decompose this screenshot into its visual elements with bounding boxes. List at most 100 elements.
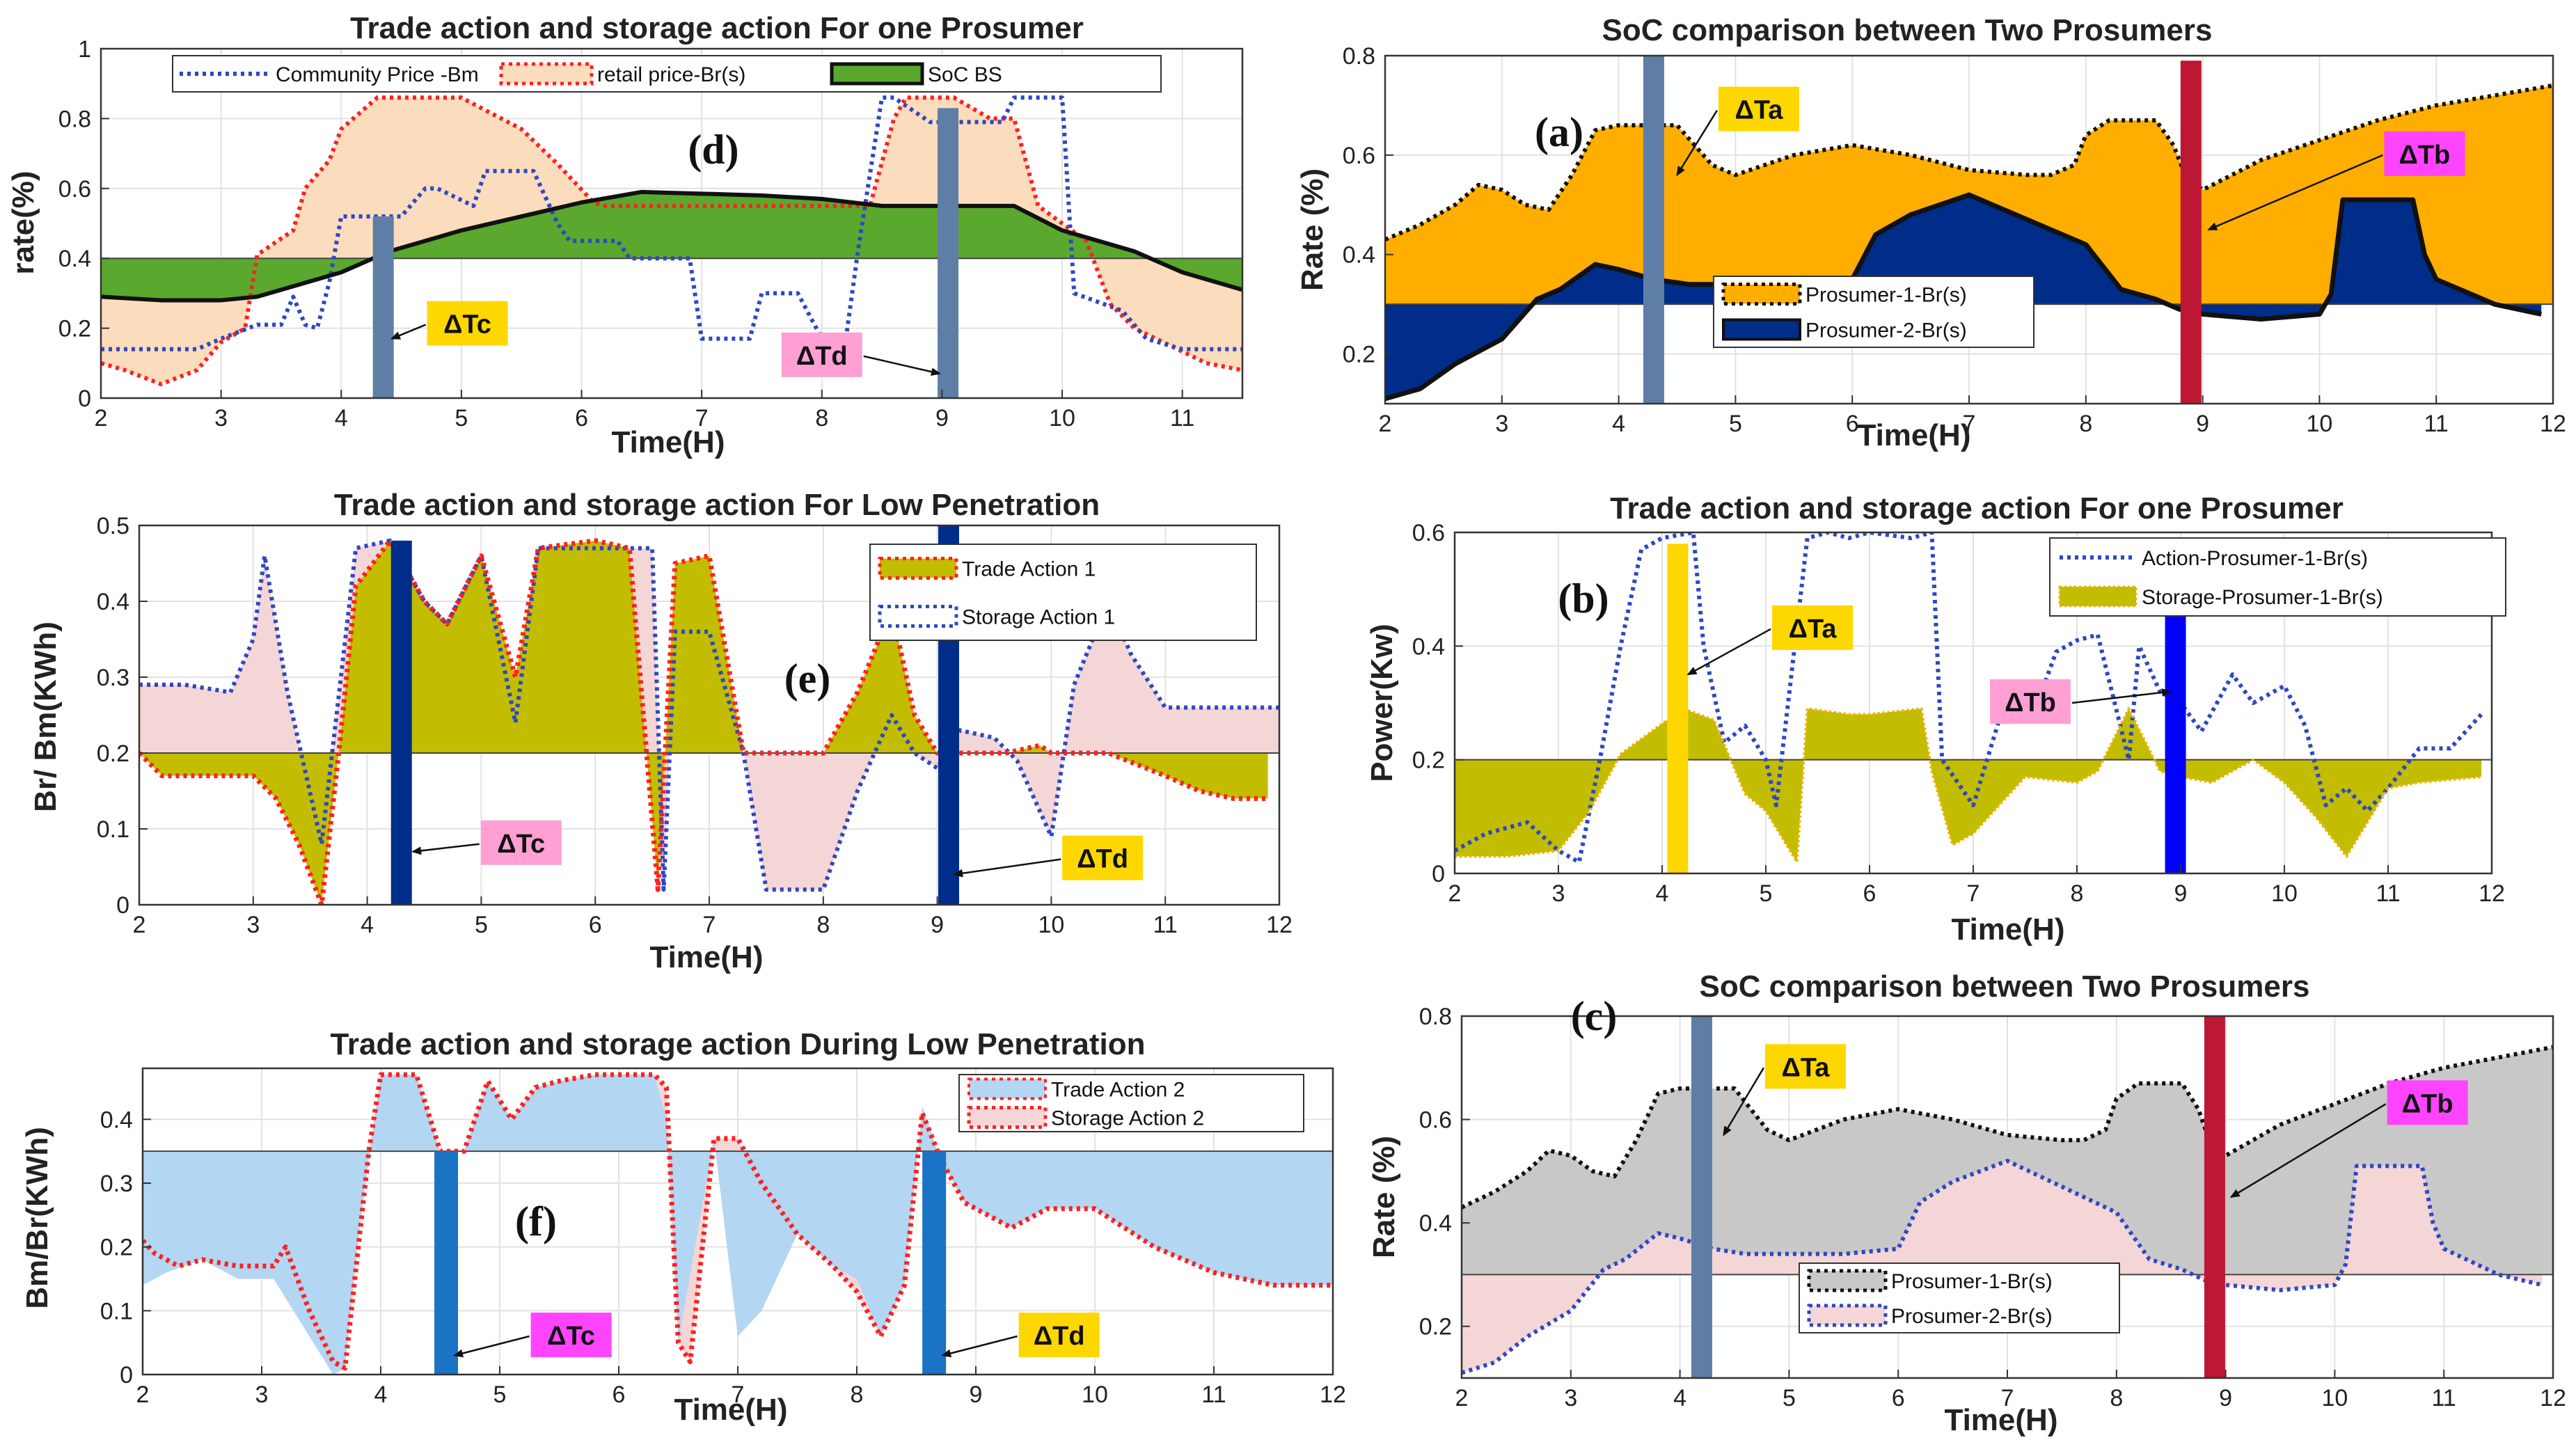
series-layer [139,538,1279,905]
annotation-label: ΔTa [1789,615,1838,644]
legend-swatch [499,62,594,86]
x-tick-label: 12 [1320,1381,1346,1408]
annotation-box [1718,86,1799,132]
legend-label: Prosumer-1-Br(s) [1891,1270,2053,1293]
line-soc-bs [101,189,1242,303]
x-tick-label: 2 [1448,880,1462,907]
y-axis-label: Bm/Br(KWh) [20,1127,54,1309]
marker-bar-2 [2180,61,2202,404]
chart-title: Trade action and storage action For one … [1610,491,2344,525]
annotation-arrow [1723,1067,1764,1137]
x-tick-label: 4 [361,912,374,938]
x-tick-label: 2 [136,1381,150,1408]
panel-label: (c) [1571,993,1618,1039]
line-retail-price-br-s- [101,95,1242,386]
legend-label: Trade Action 2 [1051,1079,1185,1102]
x-tick-label: 3 [1495,411,1508,437]
area-trade-action-2 [143,1075,1333,1375]
x-tick-label: 11 [2424,411,2449,437]
marker-bar-1 [1691,1016,1712,1378]
y-tick-label: 0.2 [1343,342,1375,368]
annotation-label: ΔTc [547,1322,595,1351]
x-tick-label: 4 [335,405,348,431]
legend-swatch [1722,318,1801,341]
x-tick-label: 3 [1552,880,1565,907]
annotation-box [1764,1044,1846,1089]
x-tick-label: 6 [1846,411,1859,437]
annotation-arrow [2207,154,2383,231]
x-tick-label: 5 [1729,411,1742,437]
line-prosumer-2-br-s- [1462,1159,2543,1375]
x-tick-label: 7 [695,405,709,431]
y-tick-label: 0.5 [97,513,129,539]
annotation-label: ΔTa [1781,1053,1830,1082]
legend-swatch [1721,283,1802,306]
annotation-box [530,1313,612,1357]
line-prosumer-2-br-s- [1385,192,2542,402]
x-tick-label: 12 [1266,912,1293,938]
line-community-price-bm [101,95,1242,351]
y-tick-label: 0.4 [1412,633,1445,660]
y-tick-label: 0 [1432,861,1445,887]
x-tick-label: 2 [133,912,146,938]
x-tick-label: 5 [475,912,488,938]
x-tick-label: 8 [2110,1385,2123,1411]
y-axis-label: Rate (%) [1367,1136,1401,1258]
y-tick-label: 0.4 [100,1107,133,1133]
annotation-label: ΔTb [2005,688,2056,718]
x-tick-label: 7 [1963,411,1976,437]
y-tick-label: 0.4 [1419,1210,1452,1237]
annotation-box [1772,605,1854,650]
annotation-box [1018,1313,1100,1357]
x-tick-label: 4 [374,1381,388,1408]
annotation-label: ΔTc [443,310,491,340]
axes-frame [100,47,1244,399]
annotation-arrow [390,324,427,340]
annotation-arrow [2229,1103,2387,1198]
y-tick-label: 0.8 [1343,43,1375,70]
chart-title: SoC comparison between Two Prosumers [1602,13,2213,47]
annotation-box [1989,679,2071,724]
x-tick-label: 5 [455,405,468,431]
y-tick-label: 0.6 [1412,520,1445,546]
x-tick-label: 8 [851,1381,864,1408]
legend-label: Prosumer-2-Br(s) [1805,319,1967,342]
annotation-box [427,301,508,346]
y-tick-label: 0.8 [58,106,91,132]
legend-box [172,55,1162,93]
legend-swatch [878,557,958,580]
x-tick-label: 6 [613,1381,626,1408]
legend-label: SoC BS [928,63,1002,86]
y-tick-label: 0.6 [1343,143,1375,169]
marker-bar-2 [922,1151,947,1375]
x-tick-label: 4 [1612,411,1625,437]
legend: Trade Action 1 Storage Action 1 [869,544,1257,641]
chart-panel-a: 2 3 4 5 6 7 8 9 10 11 12 0.2 0.4 0.6 0.8 SoC comparison… [1295,13,2566,452]
legend-label: Storage Action 1 [962,606,1115,629]
marker-bar-1 [390,540,412,905]
x-tick-label: 3 [246,912,260,938]
panel-label: (f) [515,1198,557,1244]
marker-bar-2 [2204,1016,2225,1378]
legend-swatch [830,62,924,86]
legend-label: Trade Action 1 [962,558,1096,581]
marker-bar-1 [372,216,394,398]
annotation-arrow [1686,628,1771,676]
legend-swatch [1807,1269,1888,1292]
annotation-label: ΔTb [2402,1089,2453,1118]
panel-label: (b) [1558,576,1609,621]
series-layer [143,1072,1333,1375]
x-tick-label: 2 [95,405,108,431]
y-axis-label: Rate (%) [1295,168,1329,291]
x-tick-label: 2 [1455,1385,1469,1411]
y-axis-label: Power(Kw) [1365,624,1399,782]
chart-title: Trade action and storage action For one … [350,11,1084,45]
chart-title: SoC comparison between Two Prosumers [1700,969,2310,1004]
legend: Trade Action 2 Storage Action 2 [958,1074,1304,1132]
x-tick-label: 10 [1082,1381,1108,1408]
x-tick-label: 10 [2321,1385,2348,1411]
x-tick-label: 6 [589,912,602,938]
chart-panel-f: 2 3 4 5 6 7 8 9 10 11 12 0 0.1 0.2 0.3 0.4 Trade action … [20,1027,1346,1427]
annotation-label: ΔTc [497,830,545,859]
x-tick-label: 11 [1201,1381,1226,1408]
